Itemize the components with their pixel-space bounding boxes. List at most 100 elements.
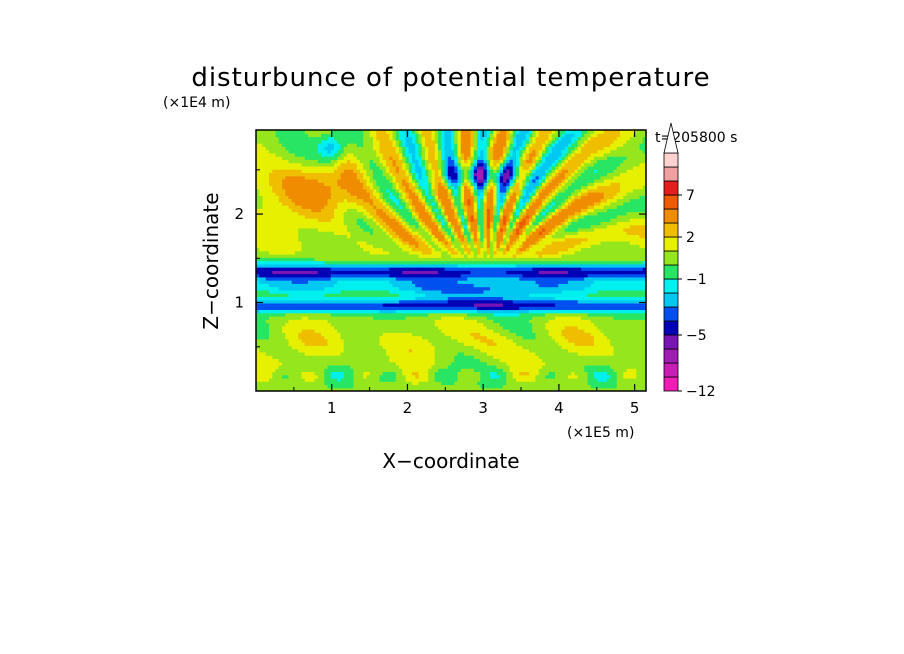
field-cell — [425, 371, 429, 376]
field-cell — [324, 267, 329, 271]
field-cell — [623, 280, 628, 284]
field-cell — [636, 332, 641, 337]
field-cell — [301, 315, 306, 320]
field-cell — [265, 270, 270, 275]
field-cell — [399, 257, 403, 262]
field-cell — [464, 312, 468, 317]
field-cell — [366, 319, 371, 324]
field-cell — [343, 371, 348, 376]
field-cell — [347, 345, 351, 350]
field-cell — [418, 355, 423, 359]
field-cell — [503, 267, 507, 271]
field-cell — [343, 257, 348, 262]
field-cell — [529, 364, 533, 369]
field-cell — [311, 368, 316, 373]
field-cell — [379, 332, 384, 337]
field-cell — [330, 348, 335, 353]
field-cell — [340, 368, 345, 373]
field-cell — [568, 377, 572, 382]
field-cell — [408, 263, 413, 268]
field-cell — [538, 377, 543, 382]
field-cell — [275, 273, 280, 278]
field-cell — [525, 374, 530, 379]
field-cell — [327, 296, 332, 301]
field-cell — [337, 348, 342, 353]
field-cell — [262, 342, 267, 346]
field-cell — [317, 384, 322, 389]
field-cell — [477, 263, 481, 268]
field-cell — [347, 342, 351, 346]
field-cell — [314, 299, 319, 304]
field-cell — [607, 371, 611, 376]
field-cell — [571, 319, 576, 324]
field-cell — [308, 329, 312, 333]
field-cell — [376, 260, 381, 265]
field-cell — [278, 312, 283, 317]
field-cell — [525, 358, 530, 363]
field-cell — [337, 355, 342, 359]
field-cell — [337, 273, 342, 278]
field-cell — [428, 257, 433, 262]
field-cell — [434, 289, 439, 294]
field-cell — [304, 283, 309, 288]
field-cell — [395, 267, 400, 271]
field-cell — [376, 312, 381, 317]
field-cell — [616, 355, 621, 359]
field-cell — [259, 364, 264, 369]
field-cell — [405, 306, 410, 311]
field-cell — [516, 286, 520, 291]
field-cell — [399, 315, 403, 320]
field-cell — [629, 371, 634, 376]
field-cell — [571, 361, 576, 366]
field-cell — [454, 332, 459, 337]
field-cell — [538, 387, 543, 391]
field-cell — [314, 302, 319, 307]
field-cell — [330, 260, 335, 265]
field-cell — [408, 387, 413, 391]
field-cell — [256, 283, 260, 288]
field-cell — [360, 299, 364, 304]
field-cell — [438, 335, 442, 340]
field-cell — [412, 355, 416, 359]
field-cell — [272, 335, 277, 340]
field-cell — [425, 384, 429, 389]
field-cell — [610, 306, 615, 311]
field-cell — [597, 355, 602, 359]
field-cell — [421, 286, 426, 291]
field-cell — [613, 315, 618, 320]
field-cell — [301, 387, 306, 391]
field-cell — [425, 335, 429, 340]
field-cell — [301, 257, 306, 262]
field-cell — [256, 270, 260, 275]
field-cell — [464, 381, 468, 386]
field-cell — [269, 374, 273, 379]
field-cell — [428, 351, 433, 356]
field-cell — [392, 368, 397, 373]
field-cell — [519, 289, 524, 294]
field-cell — [275, 355, 280, 359]
field-cell — [353, 263, 358, 268]
field-cell — [382, 299, 387, 304]
field-cell — [613, 283, 618, 288]
field-cell — [379, 384, 384, 389]
field-cell — [304, 374, 309, 379]
field-cell — [454, 325, 459, 330]
field-cell — [265, 312, 270, 317]
field-cell — [525, 257, 530, 262]
field-cell — [340, 387, 345, 391]
field-cell — [558, 309, 563, 314]
field-cell — [568, 270, 572, 275]
field-cell — [408, 306, 413, 311]
field-cell — [399, 355, 403, 359]
field-cell — [467, 361, 472, 366]
field-cell — [529, 322, 533, 327]
field-cell — [493, 267, 498, 271]
field-cell — [272, 374, 277, 379]
field-cell — [542, 381, 546, 386]
field-cell — [490, 312, 494, 317]
field-cell — [272, 273, 277, 278]
field-cell — [616, 345, 621, 350]
field-cell — [301, 276, 306, 281]
field-cell — [356, 325, 361, 330]
field-cell — [636, 335, 641, 340]
